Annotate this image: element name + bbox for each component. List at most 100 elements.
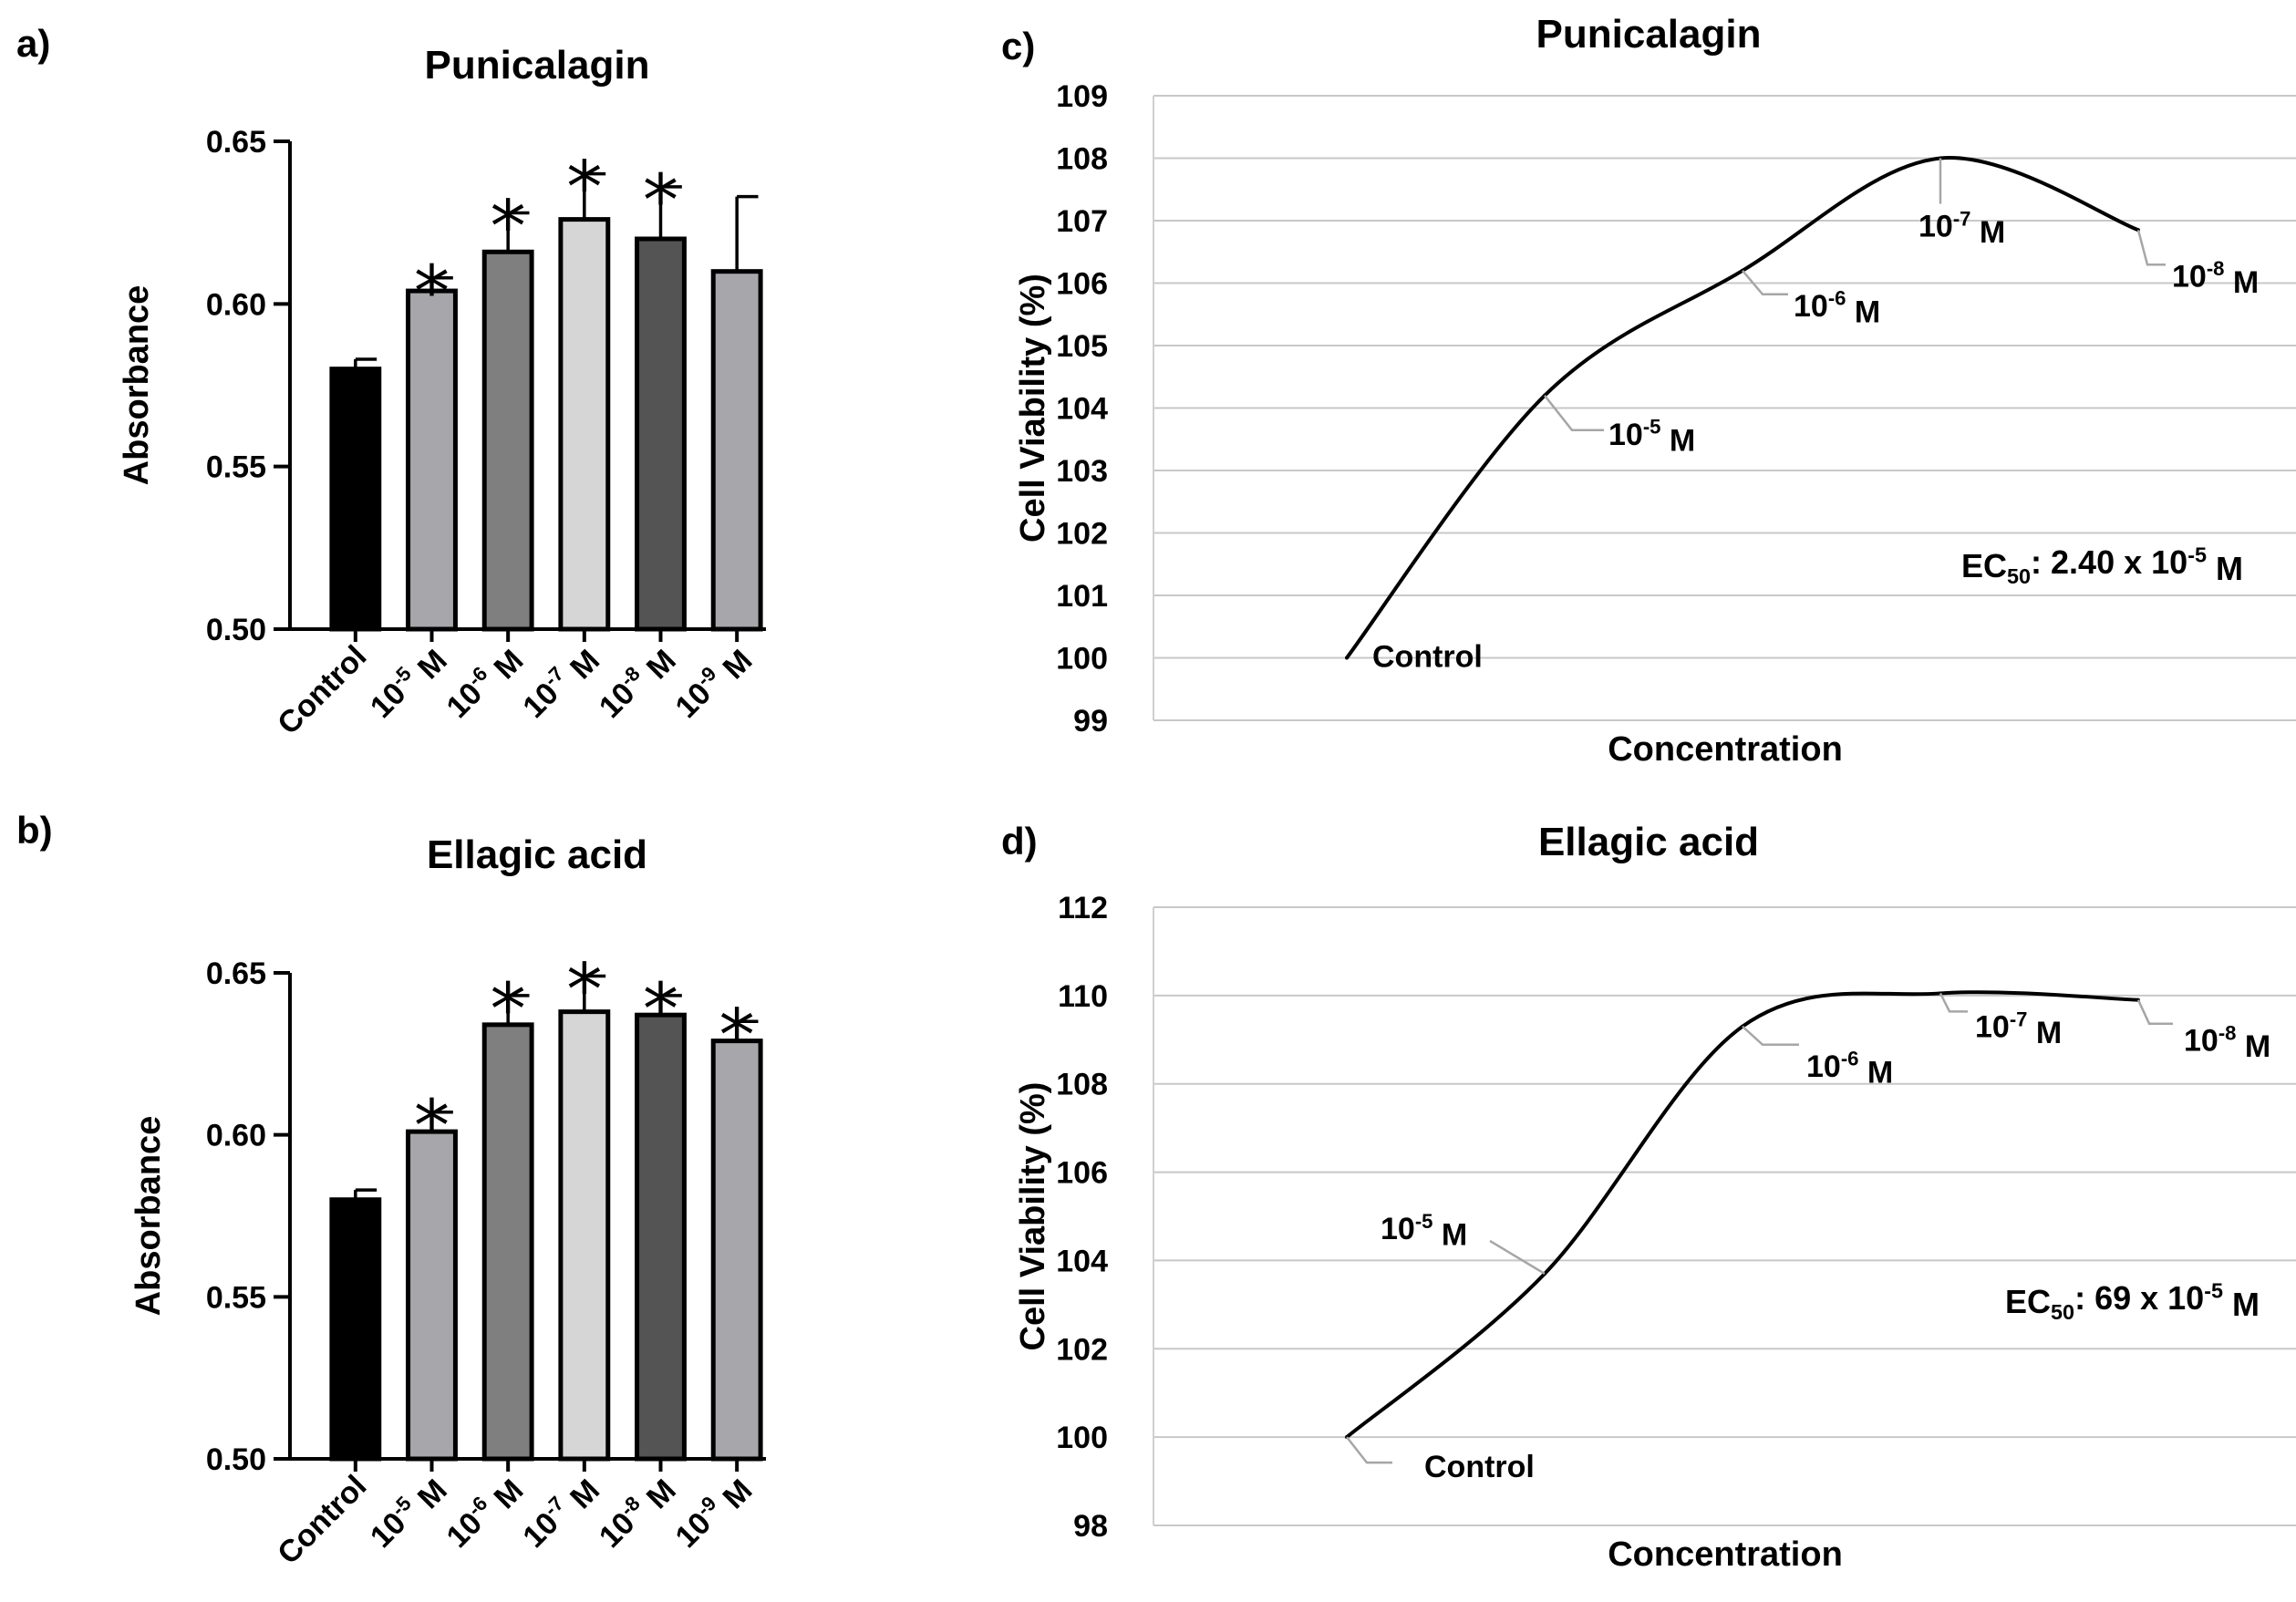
x-tick-label-control: Control <box>271 1469 373 1571</box>
data-label-10-5-m: 10-5 M <box>1381 1210 1467 1253</box>
x-tick-label-10-7-m: 10-7 M <box>515 1467 606 1558</box>
y-tick-label: 0.55 <box>206 1280 266 1315</box>
data-label-10-8-m: 10-8 M <box>2172 257 2259 300</box>
data-label-leader <box>1742 1025 1799 1047</box>
ec50-annotation: EC50: 69 x 10-5 M <box>2005 1278 2260 1324</box>
significance-star: * <box>566 950 602 1032</box>
significance-star: * <box>719 995 755 1077</box>
data-label-leader <box>2136 999 2173 1025</box>
ec50-annotation: EC50: 2.40 x 10-5 M <box>1961 543 2243 588</box>
data-point-control <box>1345 656 1349 660</box>
data-label-10-6-m: 10-6 M <box>1806 1048 1893 1090</box>
bar-10-9-m <box>710 1039 763 1462</box>
data-label-leader <box>1346 1436 1392 1464</box>
chart-title: Ellagic acid <box>427 832 647 877</box>
x-tick-label-10-5-m: 10-5 M <box>362 637 453 729</box>
chart-title: Punicalagin <box>1536 12 1762 57</box>
bar-10-6-m <box>481 1022 534 1462</box>
data-label-10-5-m: 10-5 M <box>1608 416 1695 459</box>
significance-star: * <box>414 1086 450 1168</box>
bar-10-5-m <box>406 288 458 632</box>
chart-title: Ellagic acid <box>1538 820 1759 864</box>
x-tick-label-10-7-m: 10-7 M <box>515 637 606 729</box>
data-label-10-7-m: 10-7 M <box>1919 207 2005 250</box>
data-label-10-6-m: 10-6 M <box>1794 287 1880 330</box>
y-tick-label: 109 <box>1056 79 1108 114</box>
y-tick-label: 101 <box>1056 579 1108 614</box>
y-axis-label: Cell Viability (%) <box>1014 274 1052 543</box>
significance-star: * <box>491 969 526 1051</box>
y-tick-label: 105 <box>1056 329 1108 364</box>
bar-10-8-m <box>635 236 687 632</box>
panel-label: b) <box>16 809 53 852</box>
data-label-control: Control <box>1372 640 1483 675</box>
panel-d-line-chart: d) Ellagic acid 98 100 102 104 106 108 110 112 Cel… <box>1001 820 2296 1574</box>
significance-star: * <box>566 148 602 230</box>
data-label-leader <box>2136 229 2166 266</box>
y-tick-label: 110 <box>1058 979 1108 1014</box>
panel-label: d) <box>1001 820 1038 863</box>
y-tick-label: 98 <box>1073 1509 1108 1544</box>
data-label-control: Control <box>1424 1450 1535 1484</box>
panel-a-bar-chart: a) Punicalagin 0.50 0.55 0.60 0.65 Absorbance C… <box>16 22 766 741</box>
x-axis-label: Concentration <box>1608 1535 1843 1574</box>
y-tick-label: 0.50 <box>206 613 266 647</box>
y-tick-label: 112 <box>1058 891 1108 925</box>
bar-control <box>329 367 382 632</box>
y-tick-label: 0.65 <box>206 956 266 991</box>
data-label-leader <box>1939 992 1968 1013</box>
significance-star: * <box>643 160 678 243</box>
data-label-leader <box>1489 1239 1546 1276</box>
bar-10-8-m <box>635 1012 687 1462</box>
y-tick-label: 100 <box>1056 642 1108 677</box>
bar-10-5-m <box>406 1129 458 1462</box>
series-line <box>1345 990 2139 1439</box>
y-axis-label: Absorbance <box>129 1116 168 1317</box>
x-tick-label-10-8-m: 10-8 M <box>591 637 682 729</box>
data-label-leader <box>1742 269 1788 296</box>
significance-star: * <box>643 969 678 1051</box>
x-axis-label: Concentration <box>1608 730 1843 769</box>
y-tick-label: 108 <box>1056 142 1108 177</box>
y-tick-label: 0.50 <box>206 1442 266 1477</box>
y-tick-label: 106 <box>1056 267 1108 302</box>
y-tick-label: 104 <box>1056 1244 1108 1278</box>
y-tick-label: 0.65 <box>206 125 266 160</box>
data-label-10-7-m: 10-7 M <box>1975 1008 2062 1050</box>
x-tick-label-10-9-m: 10-9 M <box>667 637 759 729</box>
significance-star: * <box>414 252 450 334</box>
y-tick-label: 0.60 <box>206 287 266 322</box>
bar-10-9-m <box>710 269 763 632</box>
panel-label: c) <box>1001 25 1035 67</box>
x-tick-label-10-6-m: 10-6 M <box>439 1467 530 1558</box>
data-label-leader <box>1544 395 1604 432</box>
x-tick-label-10-6-m: 10-6 M <box>439 637 530 729</box>
y-tick-label: 107 <box>1056 204 1108 239</box>
data-label-10-8-m: 10-8 M <box>2184 1022 2270 1065</box>
y-tick-label: 102 <box>1056 1332 1108 1367</box>
y-axis-label: Absorbance <box>118 285 156 486</box>
y-tick-label: 0.55 <box>206 450 266 485</box>
y-tick-label: 99 <box>1073 704 1108 739</box>
x-tick-label-control: Control <box>271 639 373 741</box>
panel-label: a) <box>16 22 50 65</box>
significance-star: * <box>491 186 526 268</box>
y-tick-label: 0.60 <box>206 1119 266 1153</box>
bar-control <box>329 1197 382 1462</box>
y-tick-label: 103 <box>1056 454 1108 489</box>
x-tick-label-10-9-m: 10-9 M <box>667 1467 759 1558</box>
y-tick-label: 108 <box>1056 1068 1108 1102</box>
chart-title: Punicalagin <box>425 43 650 88</box>
x-tick-label-10-5-m: 10-5 M <box>362 1467 453 1558</box>
series-line <box>1345 156 2139 659</box>
bar-10-7-m <box>558 1009 611 1462</box>
y-tick-label: 100 <box>1056 1421 1108 1455</box>
y-tick-label: 106 <box>1056 1156 1108 1191</box>
bar-10-7-m <box>558 217 611 632</box>
y-tick-label: 102 <box>1056 517 1108 552</box>
panel-c-line-chart: c) Punicalagin 99 100 101 102 103 104 105 106 107 1… <box>1001 12 2296 769</box>
bar-10-6-m <box>481 249 534 632</box>
x-tick-label-10-8-m: 10-8 M <box>591 1467 682 1558</box>
panel-b-bar-chart: b) Ellagic acid 0.50 0.55 0.60 0.65 Absorbance… <box>16 809 766 1571</box>
